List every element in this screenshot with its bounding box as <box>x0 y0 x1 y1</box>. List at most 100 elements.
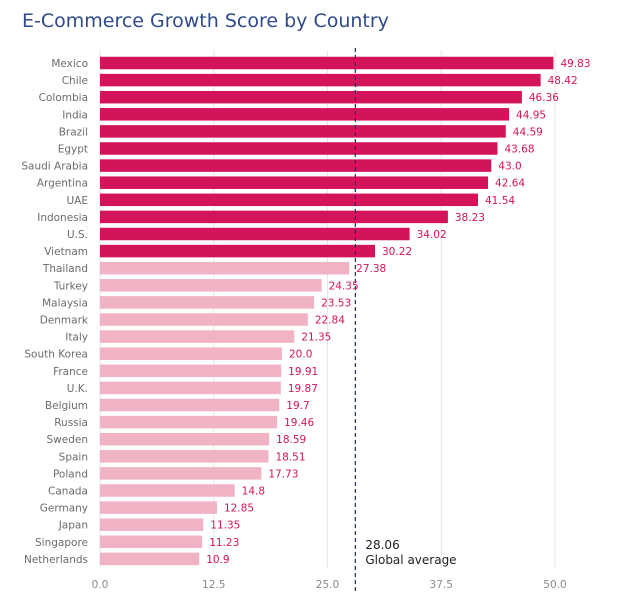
x-tick-label: 25.0 <box>316 579 339 591</box>
category-label: Netherlands <box>24 554 88 566</box>
bar <box>100 484 235 497</box>
bar <box>100 125 506 138</box>
category-label: Malaysia <box>42 297 88 309</box>
category-label: Italy <box>65 332 88 344</box>
x-tick-label: 0.0 <box>92 579 109 591</box>
category-label: Mexico <box>51 58 88 70</box>
category-label: Turkey <box>53 280 88 292</box>
value-label: 20.0 <box>289 349 312 361</box>
value-label: 43.68 <box>504 144 534 156</box>
category-label: Canada <box>48 486 88 498</box>
x-tick-label: 12.5 <box>202 579 225 591</box>
value-label: 12.85 <box>224 503 254 515</box>
category-label: Russia <box>54 417 88 429</box>
value-label: 44.59 <box>513 126 543 138</box>
bar <box>100 313 308 326</box>
grid-lines <box>99 50 556 568</box>
value-label: 24.35 <box>329 280 359 292</box>
category-label: Thailand <box>42 263 88 275</box>
value-label: 19.46 <box>284 417 314 429</box>
category-label: Japan <box>58 520 88 532</box>
bar <box>100 261 350 275</box>
value-label: 14.8 <box>242 486 265 498</box>
bar <box>100 347 282 360</box>
value-label: 19.87 <box>288 383 318 395</box>
category-label: Argentina <box>37 178 88 190</box>
value-label: 11.23 <box>209 537 239 549</box>
bar <box>100 415 278 429</box>
bars <box>100 56 554 566</box>
value-label: 46.36 <box>529 92 559 104</box>
x-axis-ticks: 0.0 12.5 25.0 37.5 50.0 <box>92 579 567 591</box>
value-label: 21.35 <box>301 332 331 344</box>
bar <box>100 296 315 309</box>
value-label: 41.54 <box>485 195 515 207</box>
category-label: Denmark <box>40 315 89 327</box>
category-label: Belgium <box>45 400 88 412</box>
category-label: Brazil <box>59 126 88 138</box>
value-label: 48.42 <box>548 75 578 87</box>
category-label: UAE <box>66 195 88 207</box>
bar <box>100 398 280 412</box>
bar <box>100 244 375 258</box>
category-label: Chile <box>62 75 88 87</box>
value-label: 30.22 <box>382 246 412 258</box>
bar <box>100 210 448 224</box>
category-label: U.S. <box>67 229 88 241</box>
bar <box>100 381 281 395</box>
value-label: 11.35 <box>210 520 240 532</box>
bar <box>100 501 217 514</box>
bar <box>100 279 322 292</box>
average-text-label: Global average <box>365 553 456 567</box>
bar <box>100 330 295 343</box>
value-label: 19.91 <box>288 366 318 378</box>
bar <box>100 467 262 480</box>
bar <box>100 142 498 155</box>
x-tick-label: 50.0 <box>543 579 566 591</box>
value-label: 43.0 <box>498 161 521 173</box>
category-label: Spain <box>59 451 88 463</box>
category-label: Vietnam <box>44 246 88 258</box>
value-label: 19.7 <box>286 400 309 412</box>
bar <box>100 90 522 104</box>
category-label: Singapore <box>35 537 88 549</box>
bar <box>100 450 269 463</box>
bar <box>100 432 270 446</box>
value-label: 44.95 <box>516 109 546 121</box>
value-label: 23.53 <box>321 297 351 309</box>
bar <box>100 227 410 241</box>
bar <box>100 518 204 531</box>
value-label: 18.51 <box>275 451 305 463</box>
bar <box>100 364 282 378</box>
bar <box>100 108 510 121</box>
x-tick-label: 37.5 <box>430 579 453 591</box>
category-label: Indonesia <box>37 212 88 224</box>
value-label: 17.73 <box>268 468 298 480</box>
value-label: 22.84 <box>315 315 345 327</box>
value-label: 38.23 <box>455 212 485 224</box>
category-label: South Korea <box>24 349 88 361</box>
bar <box>100 193 479 207</box>
value-label: 42.64 <box>495 178 525 190</box>
category-label: France <box>53 366 88 378</box>
category-label: Poland <box>53 468 88 480</box>
bar <box>100 159 492 172</box>
bar <box>100 176 489 189</box>
value-label: 49.83 <box>560 58 590 70</box>
chart-title: E-Commerce Growth Score by Country <box>22 10 389 32</box>
bar <box>100 552 200 566</box>
category-label: Sweden <box>47 434 89 446</box>
value-label: 18.59 <box>276 434 306 446</box>
category-label: Germany <box>40 503 88 515</box>
value-label: 10.9 <box>206 554 229 566</box>
bar <box>100 73 541 87</box>
value-label: 34.02 <box>417 229 447 241</box>
bar <box>100 535 203 549</box>
category-labels: Mexico 49.83 Chile 48.42 Colombia 46.36 India 4… <box>21 58 590 566</box>
average-value-label: 28.06 <box>365 538 399 552</box>
category-label: India <box>62 109 88 121</box>
category-label: Egypt <box>58 144 88 156</box>
category-label: Colombia <box>39 92 88 104</box>
